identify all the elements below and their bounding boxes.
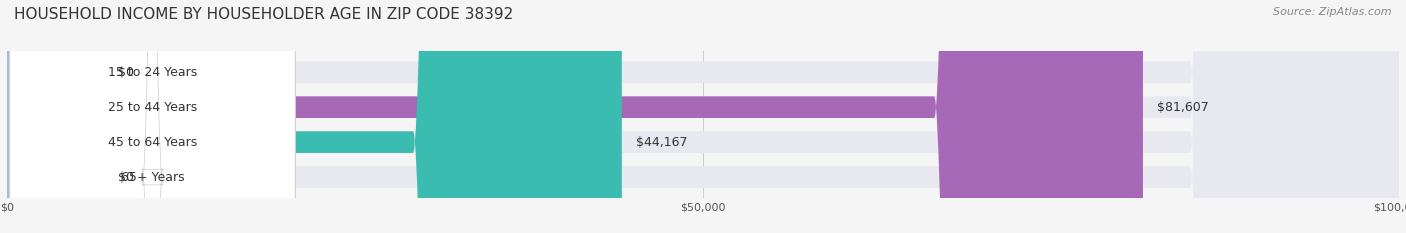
FancyBboxPatch shape [7,0,1399,233]
Text: 15 to 24 Years: 15 to 24 Years [108,66,197,79]
FancyBboxPatch shape [10,0,295,233]
Text: $81,607: $81,607 [1157,101,1209,114]
FancyBboxPatch shape [0,0,217,233]
Text: 45 to 64 Years: 45 to 64 Years [108,136,197,149]
Text: $0: $0 [118,66,135,79]
Text: $44,167: $44,167 [636,136,688,149]
FancyBboxPatch shape [10,0,295,233]
Text: $0: $0 [118,171,135,184]
Text: HOUSEHOLD INCOME BY HOUSEHOLDER AGE IN ZIP CODE 38392: HOUSEHOLD INCOME BY HOUSEHOLDER AGE IN Z… [14,7,513,22]
FancyBboxPatch shape [7,0,621,233]
FancyBboxPatch shape [10,0,295,233]
FancyBboxPatch shape [7,0,1399,233]
FancyBboxPatch shape [10,0,295,233]
Text: 65+ Years: 65+ Years [121,171,184,184]
FancyBboxPatch shape [7,0,1143,233]
FancyBboxPatch shape [7,0,1399,233]
FancyBboxPatch shape [0,0,217,233]
Text: 25 to 44 Years: 25 to 44 Years [108,101,197,114]
FancyBboxPatch shape [7,0,1399,233]
Text: Source: ZipAtlas.com: Source: ZipAtlas.com [1274,7,1392,17]
